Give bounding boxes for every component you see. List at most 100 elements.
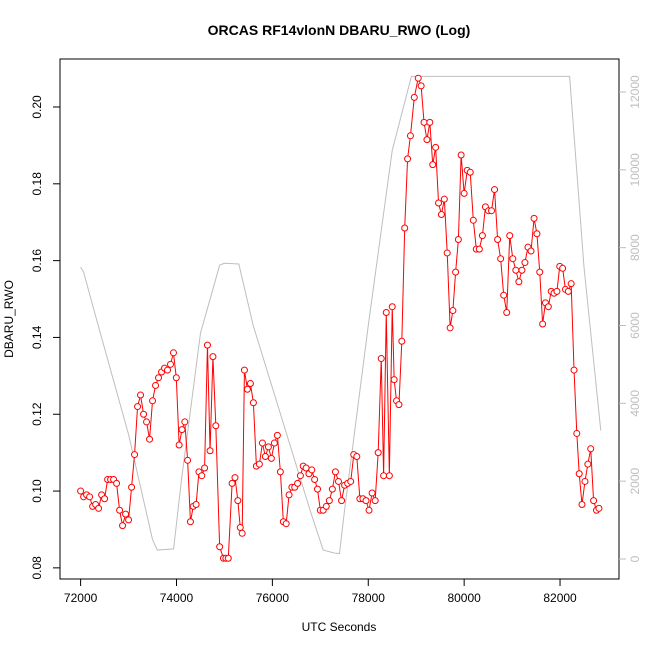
data-point xyxy=(440,195,448,203)
data-point xyxy=(131,451,139,459)
data-point xyxy=(95,504,103,512)
data-point xyxy=(567,280,575,288)
data-point xyxy=(273,431,281,439)
data-point xyxy=(331,468,339,476)
data-point xyxy=(101,495,109,503)
data-point xyxy=(503,308,511,316)
data-point xyxy=(308,466,316,474)
data-point xyxy=(446,324,454,332)
y-tick-label: 0.10 xyxy=(30,479,44,503)
data-point xyxy=(536,268,544,276)
data-point xyxy=(201,464,209,472)
data-point xyxy=(475,245,483,253)
data-point xyxy=(206,447,214,455)
data-point xyxy=(212,422,220,430)
data-point xyxy=(584,460,592,468)
data-point xyxy=(460,189,468,197)
data-point xyxy=(128,483,136,491)
x-tick-label: 80000 xyxy=(447,591,481,605)
data-point xyxy=(134,403,142,411)
data-point xyxy=(146,435,154,443)
data-point xyxy=(149,397,157,405)
data-point xyxy=(119,522,127,530)
y2-tick-label: 8000 xyxy=(628,234,642,261)
data-point xyxy=(186,518,194,526)
data-point xyxy=(374,449,382,457)
data-point xyxy=(398,337,406,345)
data-point xyxy=(521,259,529,267)
data-point xyxy=(302,464,310,472)
data-point xyxy=(404,155,412,163)
data-point xyxy=(578,500,586,508)
data-point xyxy=(334,477,342,485)
data-point xyxy=(377,355,385,363)
data-point xyxy=(581,477,589,485)
data-point xyxy=(530,214,538,222)
data-point xyxy=(261,452,269,460)
plot-frame xyxy=(59,58,620,580)
data-point xyxy=(573,429,581,437)
data-point xyxy=(454,236,462,244)
x-tick-label: 82000 xyxy=(543,591,577,605)
x-tick-label: 78000 xyxy=(352,591,386,605)
data-point xyxy=(478,232,486,240)
data-point xyxy=(388,303,396,311)
data-point xyxy=(285,491,293,499)
data-point xyxy=(380,472,388,480)
data-point xyxy=(426,118,434,126)
data-point xyxy=(587,445,595,453)
data-point xyxy=(347,477,355,485)
data-point xyxy=(590,497,598,505)
data-point xyxy=(228,479,236,487)
data-point xyxy=(184,456,192,464)
data-point xyxy=(353,452,361,460)
data-point xyxy=(240,366,248,374)
y2-tick-label: 6000 xyxy=(628,312,642,339)
y2-tick-label: 4000 xyxy=(628,390,642,417)
data-point xyxy=(423,136,431,144)
data-point xyxy=(544,303,552,311)
y-tick-label: 0.16 xyxy=(30,249,44,273)
data-point xyxy=(429,161,437,169)
data-point xyxy=(406,132,414,140)
data-point xyxy=(224,554,232,562)
data-point xyxy=(368,489,376,497)
x-tick-label: 72000 xyxy=(64,591,98,605)
y2-tick-label: 12000 xyxy=(628,75,642,109)
data-point xyxy=(515,278,523,286)
y-tick-label: 0.20 xyxy=(30,95,44,119)
data-point xyxy=(175,441,183,449)
data-point xyxy=(264,443,272,451)
data-line xyxy=(80,75,602,555)
data-point xyxy=(338,497,346,505)
data-point xyxy=(432,143,440,151)
data-point xyxy=(570,366,578,374)
data-point xyxy=(276,468,284,476)
data-point xyxy=(113,479,121,487)
y2-tick-label: 0 xyxy=(628,555,642,562)
data-point xyxy=(500,291,508,299)
data-point xyxy=(238,529,246,537)
data-point xyxy=(267,454,275,462)
data-point xyxy=(167,360,175,368)
x-tick-label: 76000 xyxy=(256,591,290,605)
data-point xyxy=(371,497,379,505)
data-point xyxy=(420,118,428,126)
data-point xyxy=(435,199,443,207)
data-point xyxy=(559,264,567,272)
data-point xyxy=(385,472,393,480)
y-tick-label: 0.08 xyxy=(30,556,44,580)
data-point xyxy=(246,380,254,388)
data-point xyxy=(414,74,422,82)
data-point xyxy=(209,353,217,361)
data-point xyxy=(164,366,172,374)
data-point xyxy=(395,401,403,409)
data-point xyxy=(181,418,189,426)
data-point xyxy=(437,211,445,219)
data-point xyxy=(390,376,398,384)
x-tick-label: 74000 xyxy=(160,591,194,605)
data-point xyxy=(192,500,200,508)
y-tick-label: 0.12 xyxy=(30,402,44,426)
